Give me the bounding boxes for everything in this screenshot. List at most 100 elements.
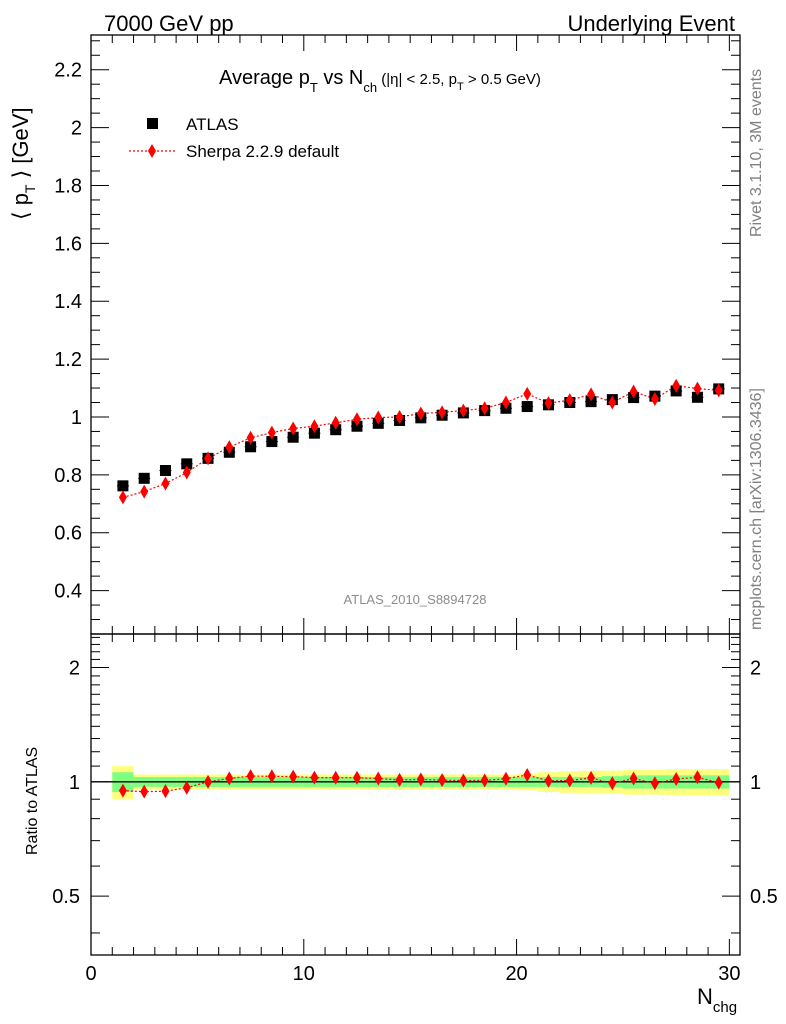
x-tick-label: 10 — [293, 963, 315, 985]
ratio-series-line — [122, 774, 719, 793]
y-tick-label: 0.8 — [54, 465, 82, 487]
mc-point — [395, 409, 404, 424]
ratio-point — [416, 772, 425, 787]
mc-point — [246, 430, 255, 445]
title-cuts-2: > 0.5 GeV) — [464, 71, 541, 88]
y-tick-label: 1.4 — [54, 291, 82, 313]
mc-point — [714, 383, 723, 398]
ratio-tick-label-left: 0.5 — [52, 886, 80, 908]
y-label-main: ⟨ p — [8, 193, 33, 220]
data-point — [266, 436, 278, 448]
ratio-point — [608, 776, 617, 791]
mc-lines — [122, 385, 719, 793]
ratio-point — [544, 773, 553, 788]
ratio-point — [161, 784, 170, 799]
ratio-point — [246, 769, 255, 784]
x-label-sub: chg — [713, 999, 737, 1016]
mc-point — [267, 425, 276, 440]
legend-data-label: ATLAS — [186, 115, 239, 134]
ratio-point — [204, 774, 213, 789]
title-cuts-1: (|η| < 2.5, p — [377, 71, 457, 88]
mc-point — [289, 421, 298, 436]
axis-ticks — [90, 35, 740, 955]
ratio-tick-label-left: 1 — [69, 772, 80, 794]
ratio-tick-label-right: 1 — [750, 772, 761, 794]
analysis-watermark: ATLAS_2010_S8894728 — [344, 592, 487, 607]
mc-point — [608, 395, 617, 410]
y-tick-label: 1 — [71, 407, 82, 429]
rivet-label: Rivet 3.1.10, 3M events — [748, 69, 765, 237]
mc-point — [650, 392, 659, 407]
title-mid: vs N — [318, 67, 364, 89]
plot-title: Average pT vs Nch (|η| < 2.5, pT > 0.5 G… — [219, 67, 541, 95]
mc-point — [374, 410, 383, 425]
ratio-point — [267, 769, 276, 784]
data-point — [159, 465, 171, 477]
y-tick-label: 2 — [71, 118, 82, 140]
ratio-point — [587, 770, 596, 785]
x-label-main: N — [697, 984, 713, 1009]
ratio-bands — [91, 766, 740, 800]
ratio-point — [480, 773, 489, 788]
ratio-point — [310, 770, 319, 785]
ratio-point — [289, 769, 298, 784]
data-point — [138, 472, 150, 484]
y-axis-label: ⟨ pT ⟩ [GeV] — [8, 107, 38, 220]
ratio-point — [395, 772, 404, 787]
y-label-sub: T — [22, 184, 38, 193]
ratio-point — [374, 771, 383, 786]
y-tick-label: 0.6 — [54, 523, 82, 545]
mc-point — [416, 406, 425, 421]
data-point — [287, 431, 299, 443]
legend-data-marker — [147, 118, 158, 129]
x-tick-label: 30 — [718, 963, 740, 985]
ratio-point — [650, 776, 659, 791]
ratio-point — [182, 780, 191, 795]
mc-point — [118, 490, 127, 505]
mc-point — [161, 476, 170, 491]
y-tick-label: 2.2 — [54, 60, 82, 82]
header-left: 7000 GeV pp — [104, 11, 234, 36]
title-mid-sub: ch — [363, 80, 377, 95]
mc-point — [523, 386, 532, 401]
data-point — [245, 441, 257, 453]
ratio-point — [438, 773, 447, 788]
mc-point — [310, 419, 319, 434]
x-tick-label: 20 — [505, 963, 527, 985]
ratio-y-axis-label: Ratio to ATLAS — [24, 747, 41, 855]
mc-point — [693, 381, 702, 396]
ratio-point — [352, 770, 361, 785]
y-tick-label: 0.4 — [54, 581, 82, 603]
ratio-point — [118, 783, 127, 798]
ratio-point — [331, 770, 340, 785]
y-label-end: ⟩ [GeV] — [8, 107, 33, 184]
title-cuts-sub: T — [457, 81, 464, 93]
ratio-point — [140, 784, 149, 799]
ratio-point — [225, 771, 234, 786]
mc-point — [565, 393, 574, 408]
ratio-point — [672, 772, 681, 787]
x-axis-label: Nchg — [697, 984, 737, 1016]
mc-point — [225, 440, 234, 455]
ratio-point — [501, 771, 510, 786]
title-main: Average p — [219, 67, 310, 89]
ratio-tick-label-right: 2 — [750, 657, 761, 679]
mc-point — [140, 484, 149, 499]
data-point — [521, 401, 533, 413]
data-point — [691, 391, 703, 403]
mc-point — [629, 384, 638, 399]
title-main-sub: T — [310, 80, 318, 95]
data-markers — [116, 383, 725, 492]
ratio-point — [693, 770, 702, 785]
legend-mc-label: Sherpa 2.2.9 default — [186, 142, 339, 161]
mc-point — [331, 415, 340, 430]
tick-labels: 0 10 20 30 0.4 0.6 0.8 1 1.2 1.4 1.6 1.8 2 2.2 0.5 0.5 1… — [52, 60, 778, 985]
mc-point — [501, 395, 510, 410]
ratio-point — [565, 773, 574, 788]
ratio-tick-label-right: 0.5 — [750, 886, 778, 908]
y-tick-label: 1.6 — [54, 233, 82, 255]
mc-point — [204, 451, 213, 466]
mc-point — [459, 403, 468, 418]
ratio-point — [629, 771, 638, 786]
